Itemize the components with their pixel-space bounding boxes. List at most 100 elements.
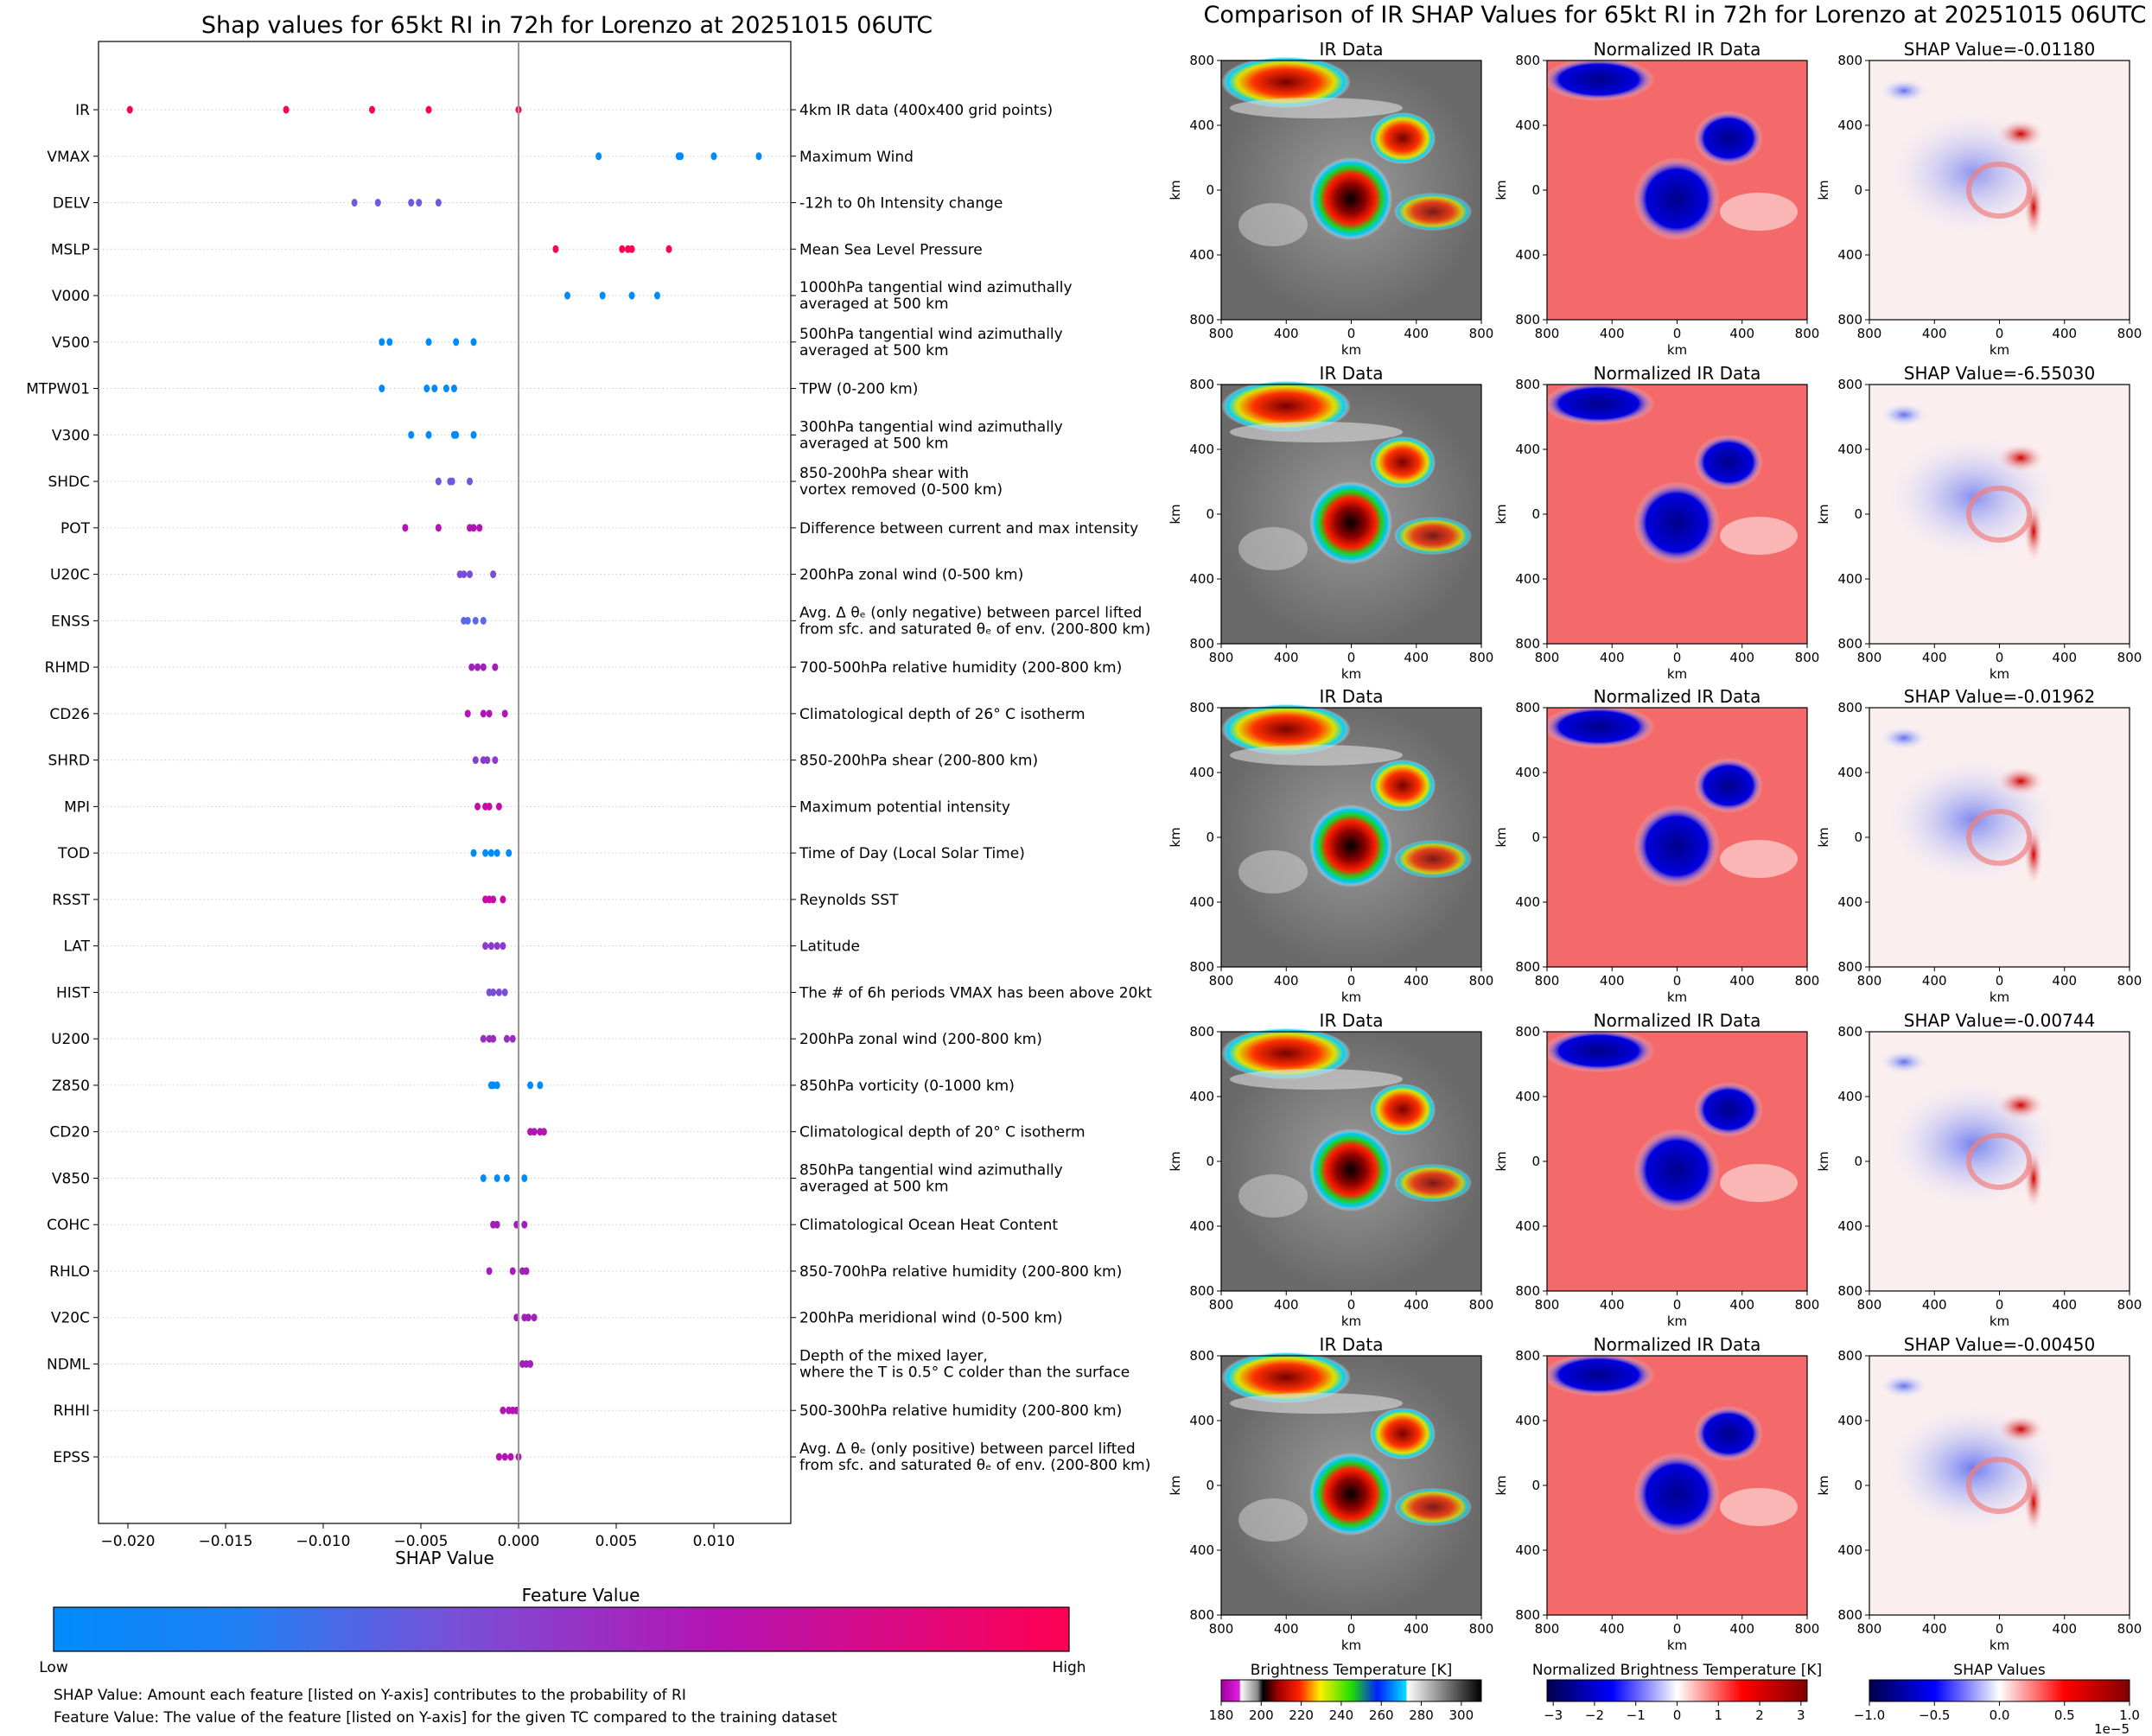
ytick-label: 0 (1206, 1154, 1214, 1169)
feature-label: SHDC (48, 474, 90, 491)
shap-point (495, 988, 502, 996)
shap-point (435, 199, 442, 207)
shap-point (564, 291, 570, 300)
positive-region (1995, 766, 2047, 797)
ytick-label: 400 (1837, 442, 1862, 457)
xtick-label: 0 (1347, 650, 1356, 665)
y-axis-label: km (1493, 180, 1509, 200)
ytick-label: 0 (1206, 506, 1214, 522)
shap-point (467, 477, 473, 486)
x-axis-label: km (1990, 342, 2009, 358)
ytick-label: 400 (1837, 1089, 1862, 1104)
xtick-label: 800 (1469, 973, 1494, 989)
ytick-label: 0 (1531, 182, 1540, 198)
xtick-label: 400 (1922, 1297, 1947, 1313)
ytick-label: 0 (1854, 830, 1862, 845)
ytick-label: 0 (1854, 1154, 1862, 1169)
shap-point (501, 1453, 508, 1461)
feature-label: RHHI (54, 1402, 90, 1420)
rainband (1720, 193, 1798, 231)
ytick-label: 0 (1854, 1478, 1862, 1493)
xtick-label: 800 (1209, 650, 1234, 665)
xtick-label: 400 (1600, 1297, 1625, 1313)
cold-blob (1694, 435, 1763, 490)
ytick-label: 400 (1837, 765, 1862, 780)
xtick-label: 400 (1404, 650, 1429, 665)
feature-label: U200 (51, 1031, 90, 1048)
feature-description: averaged at 500 km (799, 435, 949, 452)
xtick-label: 800 (1795, 973, 1820, 989)
feature-description: 850-700hPa relative humidity (200-800 km… (799, 1263, 1122, 1281)
negative-region (1878, 1049, 1930, 1075)
colorbar-title: Normalized Brightness Temperature [K] (1532, 1662, 1822, 1679)
shap-point (416, 199, 423, 207)
ytick-label: 800 (1189, 1348, 1214, 1364)
x-axis-label: km (1990, 666, 2009, 682)
shap-point (476, 524, 483, 532)
shap-point (126, 105, 133, 114)
panel-title: SHAP Value=-6.55030 (1904, 363, 2095, 384)
shap-values-colorbar (1869, 1679, 2130, 1702)
ytick-label: 800 (1837, 700, 1862, 715)
ytick-label: 400 (1189, 894, 1214, 910)
ytick-label: 800 (1189, 312, 1214, 327)
feature-description: averaged at 500 km (799, 342, 949, 359)
y-axis-label: km (1816, 1151, 1831, 1171)
xtick-label: 800 (1209, 973, 1234, 989)
feature-description: Maximum potential intensity (799, 798, 1010, 816)
x-axis-label: km (1667, 1313, 1687, 1329)
feature-description: Latitude (799, 938, 860, 956)
shap-point (501, 709, 508, 718)
colorbar-tick-label: 300 (1449, 1707, 1474, 1723)
feature-label: Z850 (52, 1078, 90, 1095)
ytick-label: 0 (1854, 182, 1862, 198)
positive-region (1995, 442, 2047, 474)
feature-label: V300 (52, 427, 90, 444)
xtick-label: 800 (2117, 1297, 2142, 1313)
ytick-label: 400 (1837, 894, 1862, 910)
normalized-brightness-colorbar (1546, 1679, 1808, 1702)
ytick-label: 400 (1189, 1218, 1214, 1234)
cold-storm-core (1633, 481, 1720, 564)
panel-title: SHAP Value=-0.00744 (1904, 1010, 2095, 1031)
shap-point (493, 849, 500, 857)
negative-region (1878, 725, 1930, 751)
shap-point (379, 338, 385, 347)
xtick-label: 800 (2117, 650, 2142, 665)
ytick-label: 800 (1515, 312, 1540, 327)
colorbar-tick-label: −2 (1585, 1707, 1604, 1723)
xtick-label: 0 (1996, 1621, 2004, 1637)
xtick-label: 400 (1404, 973, 1429, 989)
y-axis-label: km (1168, 827, 1183, 847)
storm-core (1309, 804, 1392, 887)
shap-point (493, 942, 500, 951)
shap-point (525, 1313, 532, 1322)
panel-normalized-row-3 (1543, 705, 1807, 967)
shap-point (435, 524, 442, 532)
ytick-label: 800 (1515, 959, 1540, 975)
y-axis-label: km (1168, 180, 1183, 200)
ytick-label: 400 (1515, 118, 1540, 133)
shap-point (482, 849, 489, 857)
xtick-label: 400 (2052, 1621, 2077, 1637)
panel-title: IR Data (1320, 1334, 1384, 1355)
xtick-label: 400 (1729, 1297, 1754, 1313)
feature-description: Time of Day (Local Solar Time) (799, 845, 1025, 862)
cloud-band (1221, 703, 1351, 755)
feature-description: 200hPa zonal wind (200-800 km) (799, 1031, 1042, 1048)
feature-description: 850hPa vorticity (0-1000 km) (799, 1078, 1015, 1095)
xtick-label: 400 (1922, 973, 1947, 989)
feature-description: 4km IR data (400x400 grid points) (799, 102, 1053, 119)
shap-point (450, 385, 457, 393)
x-axis-label: km (1341, 1313, 1361, 1329)
x-axis-label: km (1990, 1637, 2009, 1653)
convective-blob (1370, 760, 1436, 811)
shap-point (710, 152, 717, 161)
convective-blob (1370, 1408, 1436, 1459)
colorbar-tick-label: 240 (1329, 1707, 1354, 1723)
xtick-label: 800 (1469, 326, 1494, 341)
shap-point (492, 756, 499, 765)
xtick-label: −0.010 (296, 1533, 351, 1550)
shap-point (527, 1359, 534, 1368)
